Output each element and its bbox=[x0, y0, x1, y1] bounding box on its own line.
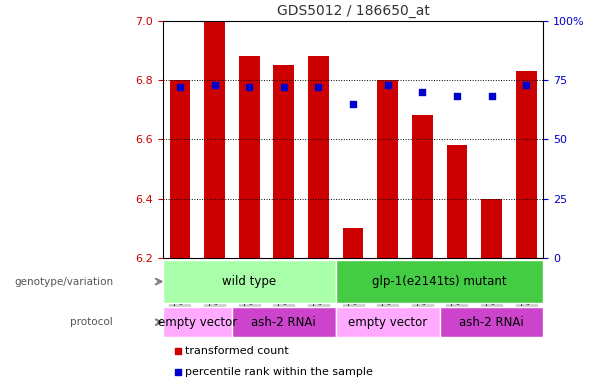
Point bbox=[176, 84, 185, 90]
Bar bbox=[412, 116, 433, 258]
Bar bbox=[204, 21, 225, 258]
Bar bbox=[273, 65, 294, 258]
Text: transformed count: transformed count bbox=[186, 346, 289, 356]
Point bbox=[487, 98, 497, 104]
Text: ash-2 RNAi: ash-2 RNAi bbox=[252, 316, 316, 329]
Bar bbox=[446, 145, 467, 258]
Bar bbox=[239, 56, 260, 258]
Point bbox=[487, 283, 497, 289]
Text: glp-1(e2141ts) mutant: glp-1(e2141ts) mutant bbox=[372, 275, 507, 288]
Text: percentile rank within the sample: percentile rank within the sample bbox=[186, 367, 373, 377]
Point bbox=[348, 101, 358, 107]
FancyBboxPatch shape bbox=[163, 260, 336, 303]
Point bbox=[244, 84, 254, 90]
Text: empty vector: empty vector bbox=[158, 316, 237, 329]
Bar bbox=[516, 71, 537, 258]
Text: protocol: protocol bbox=[70, 317, 113, 327]
Point bbox=[418, 89, 427, 95]
Title: GDS5012 / 186650_at: GDS5012 / 186650_at bbox=[277, 4, 429, 18]
FancyBboxPatch shape bbox=[336, 260, 544, 303]
Bar bbox=[308, 56, 329, 258]
Point bbox=[383, 81, 392, 88]
Point bbox=[279, 84, 289, 90]
Text: genotype/variation: genotype/variation bbox=[14, 276, 113, 286]
FancyBboxPatch shape bbox=[336, 307, 439, 338]
Text: empty vector: empty vector bbox=[348, 316, 427, 329]
Point bbox=[487, 93, 497, 99]
FancyBboxPatch shape bbox=[163, 307, 232, 338]
FancyBboxPatch shape bbox=[439, 307, 544, 338]
Text: ash-2 RNAi: ash-2 RNAi bbox=[459, 316, 524, 329]
Point bbox=[452, 93, 462, 99]
Bar bbox=[343, 228, 363, 258]
Bar bbox=[378, 80, 398, 258]
Point bbox=[210, 81, 219, 88]
Bar bbox=[170, 80, 190, 258]
Text: wild type: wild type bbox=[222, 275, 276, 288]
FancyBboxPatch shape bbox=[232, 307, 336, 338]
Point bbox=[521, 81, 531, 88]
Bar bbox=[481, 199, 502, 258]
Point bbox=[314, 84, 323, 90]
